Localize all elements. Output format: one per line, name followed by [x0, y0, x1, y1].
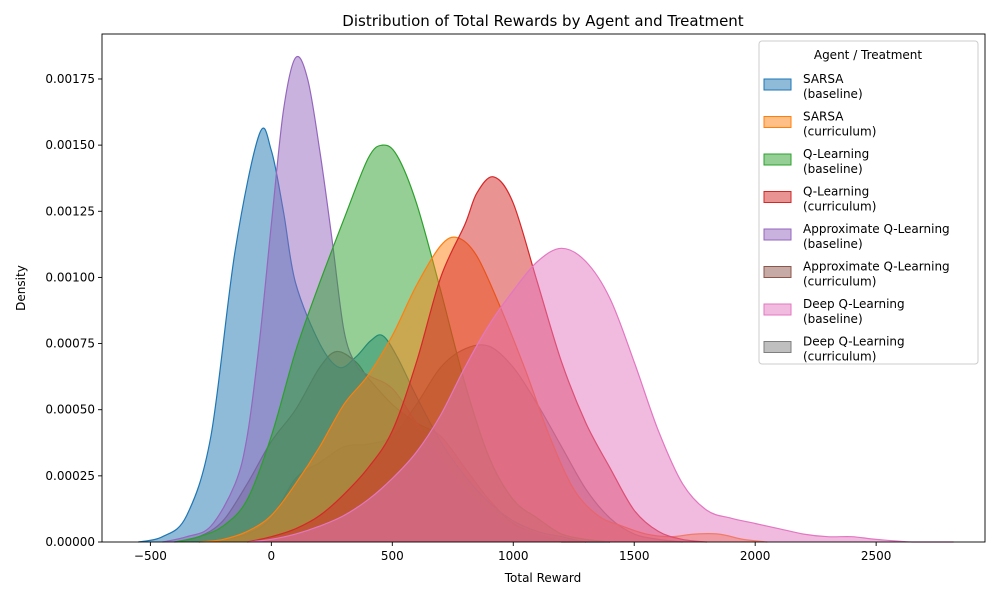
legend-label: Approximate Q-Learning	[803, 222, 950, 236]
plot-frame	[101, 33, 986, 543]
legend-label: Deep Q-Learning	[803, 335, 905, 349]
legend-label-sub: (baseline)	[803, 87, 863, 101]
density-line-7	[247, 247, 954, 543]
legend-label: Approximate Q-Learning	[803, 260, 950, 274]
x-tick-label: 0	[268, 549, 276, 563]
legend-swatch	[763, 153, 792, 166]
x-tick-label: 1000	[498, 549, 529, 563]
y-tick-label: 0.00075	[45, 337, 95, 351]
legend-title: Agent / Treatment	[814, 48, 923, 62]
legend-label-sub: (curriculum)	[803, 200, 876, 214]
x-tick-label: −500	[134, 549, 167, 563]
legend-swatch	[763, 191, 792, 203]
legend-label-sub: (curriculum)	[803, 350, 876, 364]
legend-label-sub: (baseline)	[803, 237, 863, 251]
legend-label: Q-Learning	[803, 147, 869, 161]
legend-swatch	[763, 228, 792, 241]
legend-label-sub: (baseline)	[803, 162, 863, 176]
legend-label-sub: (curriculum)	[803, 275, 876, 289]
legend-label: Deep Q-Learning	[803, 297, 905, 311]
legend: Agent / Treatment SARSA(baseline)SARSA(c…	[758, 40, 979, 365]
x-axis-label: Total Reward	[504, 571, 582, 585]
x-tick-label: 1500	[619, 549, 650, 563]
chart-title: Distribution of Total Rewards by Agent a…	[342, 12, 744, 30]
y-tick-label: 0.00175	[45, 72, 95, 86]
legend-label: SARSA	[803, 110, 844, 124]
legend-label-sub: (baseline)	[803, 312, 863, 326]
legend-swatch	[763, 116, 792, 128]
legend-frame	[758, 40, 979, 365]
y-tick-label: 0.00125	[45, 204, 95, 218]
legend-label: SARSA	[803, 72, 844, 86]
axes-layer: −500 0 500 1000 1500 2000 2500 0.00000 0.00025 0.…	[45, 33, 986, 563]
x-tick-label: 2500	[861, 549, 892, 563]
legend-swatch	[763, 266, 792, 278]
y-tick-label: 0.00050	[45, 403, 95, 417]
y-tick-label: 0.00100	[45, 270, 95, 284]
legend-swatch	[763, 341, 792, 353]
x-tick-label: 500	[381, 549, 404, 563]
legend-swatch	[763, 303, 792, 316]
legend-label-sub: (curriculum)	[803, 125, 876, 139]
y-axis-label: Density	[14, 265, 28, 311]
legend-label: Q-Learning	[803, 185, 869, 199]
legend-swatch	[763, 78, 792, 91]
y-tick-label: 0.00000	[45, 535, 95, 549]
x-tick-label: 2000	[740, 549, 771, 563]
y-tick-label: 0.00025	[45, 469, 95, 483]
y-tick-label: 0.00150	[45, 138, 95, 152]
series-layer	[138, 55, 954, 543]
density-area-7	[247, 248, 954, 543]
density-area-3	[162, 56, 586, 542]
